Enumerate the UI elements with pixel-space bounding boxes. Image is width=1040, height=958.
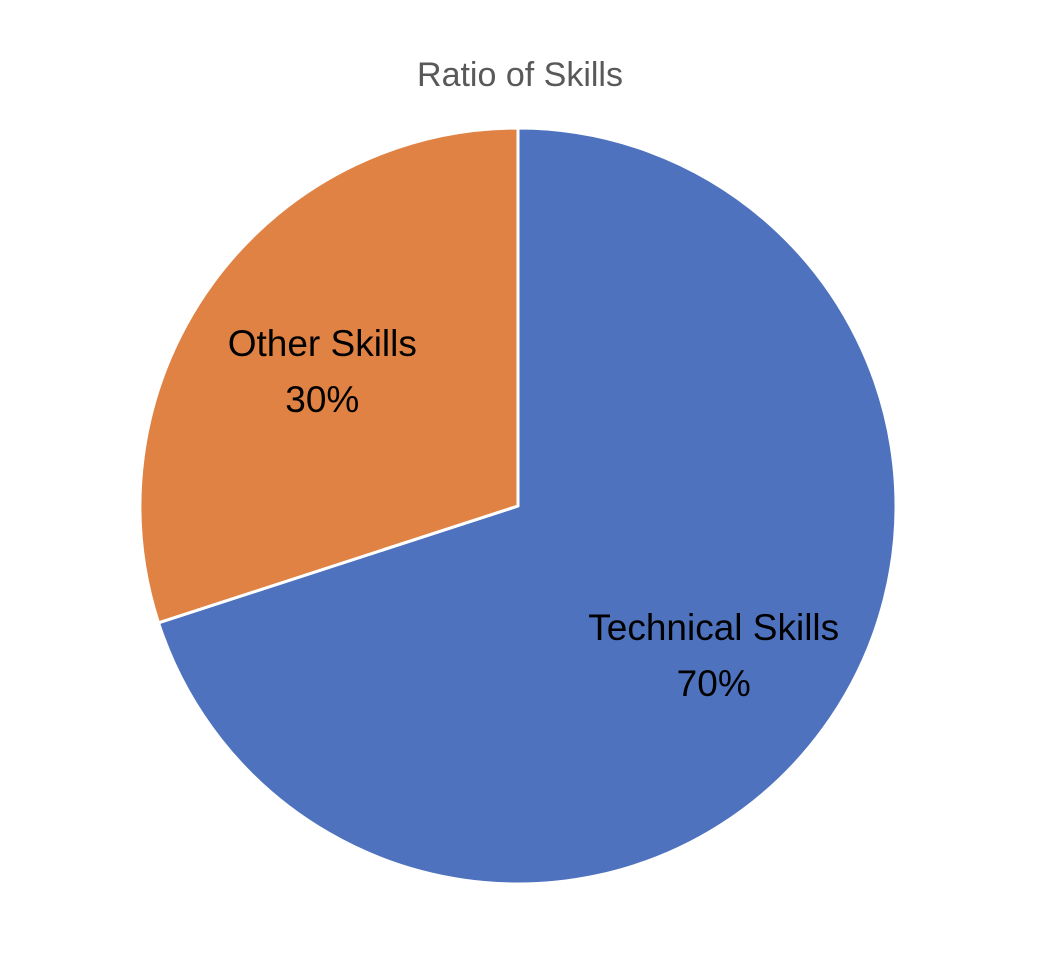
- pie-slice-other-skills: [138, 126, 520, 625]
- slice-label-technical-skills: Technical Skills: [588, 607, 839, 648]
- pie-labels: Technical Skills 70% Other Skills 30%: [228, 323, 839, 704]
- slice-label-other-skills: Other Skills: [228, 323, 417, 364]
- slice-percent-other-skills: 30%: [285, 379, 359, 420]
- chart-title: Ratio of Skills: [417, 56, 623, 94]
- pie-slice-technical-skills: [157, 126, 898, 886]
- pie-slices: [138, 126, 898, 886]
- slice-percent-technical-skills: 70%: [677, 663, 751, 704]
